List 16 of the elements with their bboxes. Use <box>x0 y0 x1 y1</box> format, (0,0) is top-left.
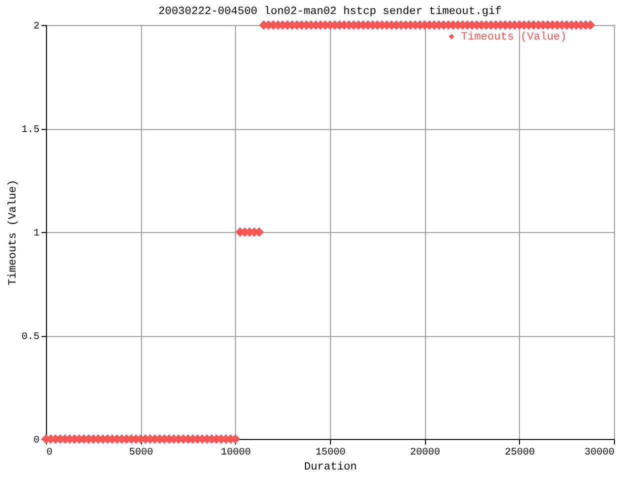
y-tick-label: 0 <box>33 436 40 446</box>
x-axis-title: Duration <box>304 462 357 474</box>
x-tick-label: 0 <box>46 448 53 458</box>
y-tick-label: 2 <box>33 22 40 32</box>
x-tick-label: 15000 <box>315 448 346 458</box>
y-tick-label: 0.5 <box>21 332 40 343</box>
x-tick-label: 20000 <box>410 448 440 458</box>
x-tick-label: 25000 <box>504 448 535 458</box>
x-tick-label: 10000 <box>220 448 251 458</box>
x-tick-label: 30000 <box>584 448 614 458</box>
x-tick-label: 5000 <box>129 448 154 458</box>
legend-label: Timeouts (Value) <box>461 32 567 44</box>
y-axis-title: Timeouts (Value) <box>7 180 20 286</box>
y-tick-label: 1 <box>33 228 40 240</box>
y-tick-label: 1.5 <box>21 125 40 136</box>
chart-title: 20030222-004500 lon02-man02 hstcp sender timeout.gif <box>158 6 502 18</box>
